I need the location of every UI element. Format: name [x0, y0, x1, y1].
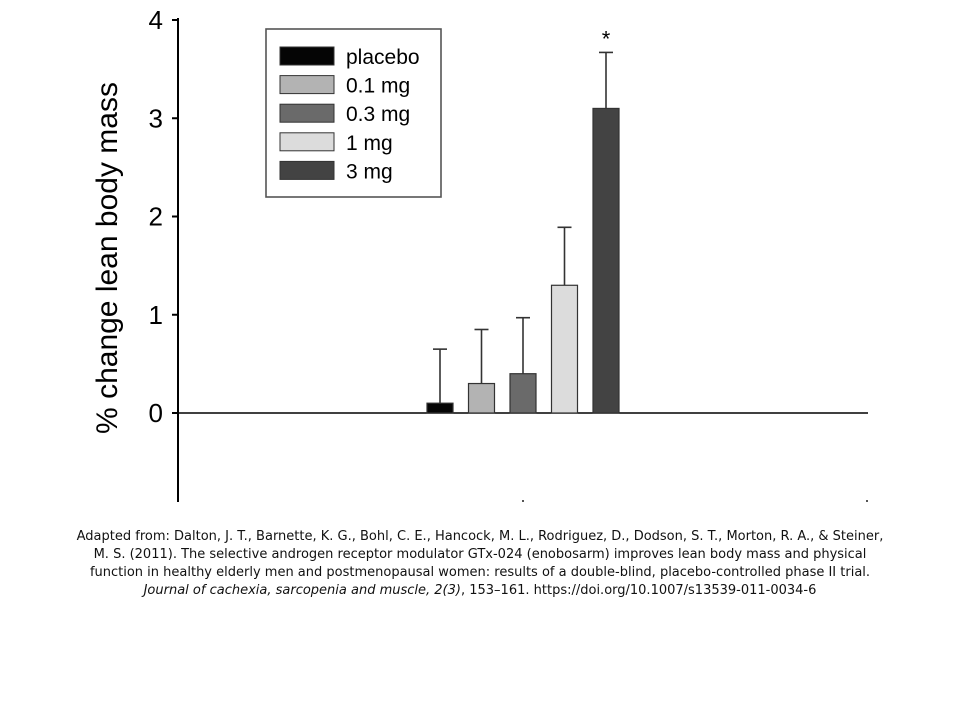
legend-label: 1 mg [346, 132, 393, 155]
y-tick-label: 3 [149, 103, 163, 133]
y-tick-label: 1 [149, 300, 163, 330]
axis-dot-mark [866, 500, 868, 502]
citation-text: Adapted from: Dalton, J. T., Barnette, K… [76, 529, 884, 580]
bar-2 [509, 373, 537, 414]
legend-swatch [279, 103, 335, 123]
legend-swatch [279, 132, 335, 152]
bar-4 [592, 107, 620, 414]
citation-journal: Journal of cachexia, sarcopenia and musc… [143, 583, 461, 598]
legend-label: placebo [346, 46, 420, 69]
bar-0 [426, 402, 454, 414]
y-tick-label: 4 [149, 5, 163, 35]
bar-1 [467, 382, 496, 414]
y-tick-label: 2 [149, 202, 163, 232]
y-axis-label: % change lean body mass [91, 82, 124, 434]
bar-chart: 0 1 2 3 4 % change lean body mass * placebo 0.1 … [91, 5, 868, 502]
legend-swatch [279, 75, 335, 95]
bar-3 [550, 284, 579, 414]
citation-caption: Adapted from: Dalton, J. T., Barnette, K… [70, 528, 890, 600]
legend-label: 0.3 mg [346, 103, 410, 126]
citation-tail: , 153–161. https://doi.org/10.1007/s1353… [460, 583, 817, 598]
legend-label: 3 mg [346, 160, 393, 183]
significance-marker: * [602, 26, 611, 51]
legend-swatch [279, 160, 335, 180]
legend-swatch [279, 46, 335, 66]
axis-dot-mark [522, 500, 524, 502]
legend-label: 0.1 mg [346, 75, 410, 98]
y-tick-label: 0 [149, 398, 163, 428]
